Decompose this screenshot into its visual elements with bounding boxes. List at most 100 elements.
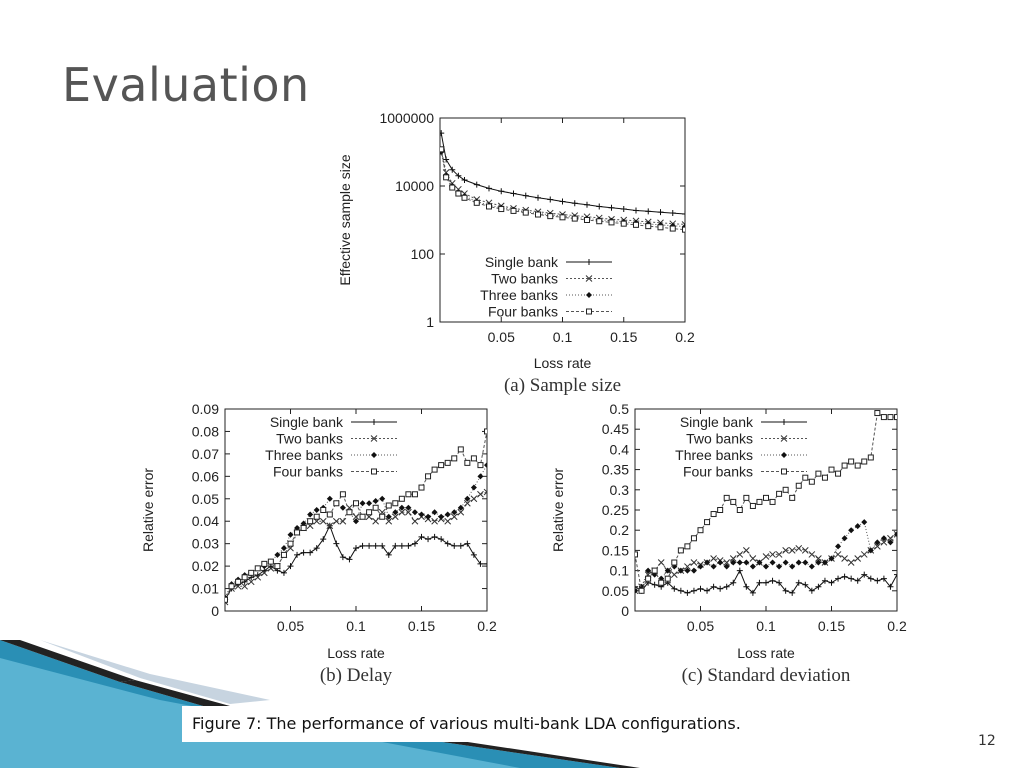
data-point: [287, 563, 294, 570]
data-point: [874, 410, 881, 417]
data-point: [359, 500, 366, 507]
x-tick-label: 0.05: [687, 618, 714, 634]
data-point: [339, 491, 346, 498]
data-point: [313, 507, 320, 513]
data-point: [498, 188, 505, 195]
data-point: [372, 542, 379, 549]
data-point: [431, 466, 438, 473]
data-point: [457, 446, 464, 453]
data-point: [464, 540, 471, 547]
data-point: [287, 531, 294, 538]
data-point: [874, 577, 881, 584]
data-point: [225, 596, 228, 603]
data-point: [867, 547, 874, 554]
data-point: [300, 524, 307, 531]
data-point: [339, 554, 346, 561]
data-point: [339, 504, 346, 511]
data-point: [405, 491, 412, 498]
data-point: [717, 585, 724, 592]
data-point: [776, 490, 783, 497]
data-point: [710, 511, 717, 518]
data-point: [828, 555, 835, 562]
data-point: [717, 507, 724, 513]
legend-marker: [370, 435, 378, 442]
data-point: [815, 470, 822, 477]
data-point: [821, 577, 828, 584]
data-point: [801, 547, 809, 554]
data-point: [464, 495, 471, 502]
data-point: [372, 498, 379, 505]
data-point: [697, 563, 704, 570]
data-point: [586, 259, 592, 265]
y-tick-label: 0.05: [192, 491, 219, 507]
data-point: [781, 419, 787, 425]
data-point: [440, 130, 445, 137]
data-point: [729, 555, 737, 562]
y-tick-label: 0.09: [192, 401, 219, 417]
data-point: [782, 486, 789, 493]
data-point: [743, 494, 750, 501]
data-point: [366, 509, 373, 516]
data-point: [769, 577, 776, 584]
data-point: [880, 575, 887, 582]
data-point: [677, 587, 684, 594]
data-point: [300, 549, 307, 556]
data-point: [854, 462, 861, 469]
data-point: [247, 578, 255, 586]
data-point: [392, 509, 399, 516]
data-point: [749, 555, 757, 562]
x-tick-label: 0.1: [346, 618, 366, 634]
data-point: [808, 551, 816, 558]
data-point: [484, 462, 487, 469]
data-point: [620, 206, 627, 213]
data-point: [300, 520, 307, 527]
legend-marker: [781, 468, 787, 475]
slide-decoration: [0, 640, 640, 768]
legend-label: Single bank: [485, 254, 559, 270]
data-point: [710, 563, 717, 570]
y-tick-label: 0.3: [610, 482, 630, 498]
data-point: [370, 435, 378, 442]
data-point: [385, 551, 392, 558]
data-point: [473, 181, 480, 188]
y-tick-label: 100: [411, 246, 435, 262]
data-point: [682, 226, 685, 233]
data-point: [835, 470, 842, 477]
data-point: [260, 569, 268, 577]
page-number: 12: [978, 733, 996, 749]
data-point: [717, 559, 724, 566]
x-tick-label: 0.2: [887, 618, 907, 634]
data-point: [821, 474, 828, 481]
data-point: [320, 507, 327, 513]
data-point: [584, 201, 590, 208]
y-axis-label: Relative error: [550, 468, 566, 552]
y-axis-label: Relative error: [140, 468, 156, 552]
data-point: [241, 582, 249, 590]
data-point: [267, 565, 275, 572]
data-point: [470, 551, 477, 558]
data-point: [880, 538, 888, 546]
y-tick-label: 0.04: [192, 513, 219, 529]
data-point: [736, 567, 743, 574]
data-point: [854, 577, 861, 584]
data-point: [776, 563, 783, 570]
data-point: [274, 563, 281, 570]
data-point: [392, 542, 399, 549]
data-point: [730, 579, 737, 586]
data-point: [484, 428, 487, 435]
data-point: [635, 587, 638, 594]
data-point: [704, 587, 711, 594]
legend-marker: [371, 468, 377, 475]
data-point: [887, 539, 894, 546]
series-three-banks: [225, 462, 487, 601]
figure-caption: Figure 7: The performance of various mul…: [182, 706, 872, 742]
data-point: [461, 177, 468, 184]
data-point: [326, 511, 333, 518]
data-point: [547, 213, 554, 220]
data-point: [444, 511, 451, 518]
data-point: [841, 535, 848, 542]
y-tick-label: 0.06: [192, 468, 219, 484]
data-point: [267, 558, 274, 565]
data-point: [608, 204, 615, 211]
legend-label: Three banks: [675, 447, 753, 463]
